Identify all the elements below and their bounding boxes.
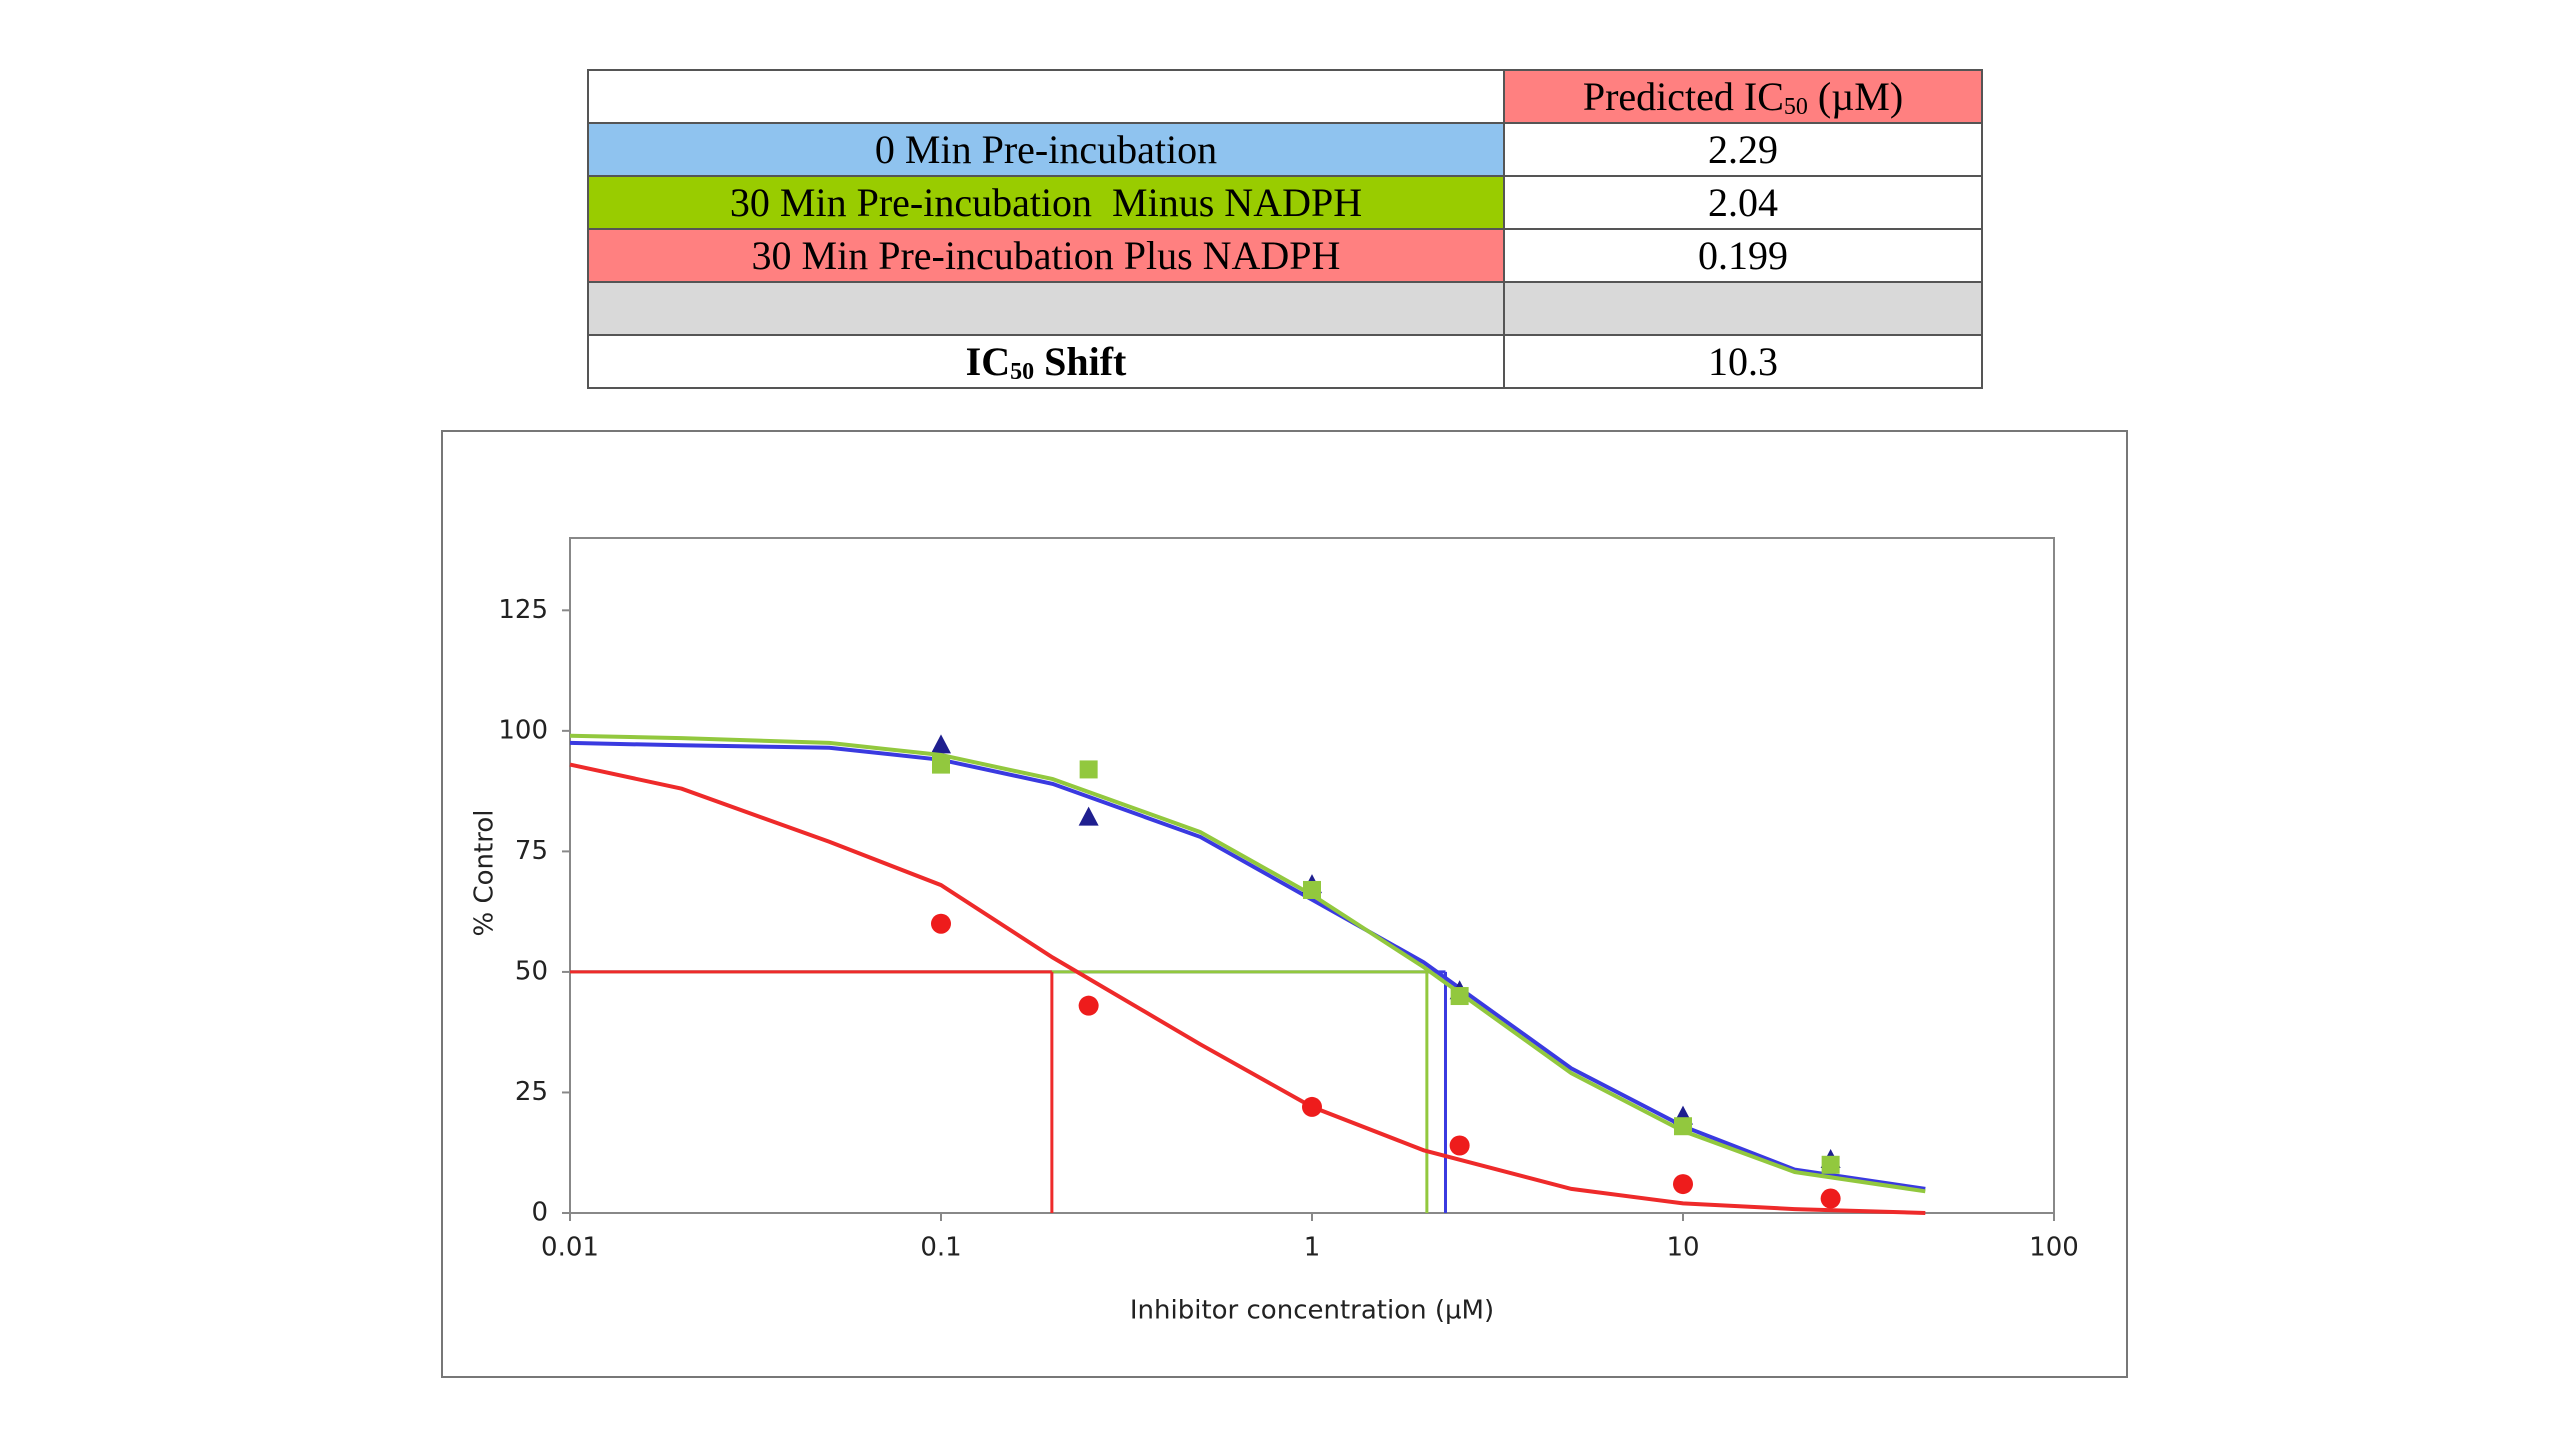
header-cell: Predicted IC50 (µM) (1503, 69, 1983, 124)
point (1820, 1188, 1841, 1209)
x-tick-label: 0.01 (541, 1233, 599, 1263)
row-value: 0.199 (1503, 228, 1983, 283)
row-value: 2.04 (1503, 175, 1983, 230)
point (932, 755, 950, 774)
header-text: Predicted IC (1582, 74, 1784, 119)
ic50-table: Predicted IC50 (µM) 0 Min Pre-incubation… (587, 69, 1983, 389)
point (1078, 995, 1099, 1016)
shift-row: IC50 Shift 10.3 (587, 334, 1983, 389)
y-tick-label: 100 (498, 715, 548, 745)
row: 0 Min Pre-incubation 2.29 (587, 122, 1983, 177)
row: 30 Min Pre-incubation Plus NADPH 0.199 (587, 228, 1983, 283)
y-tick-label: 50 (515, 956, 548, 986)
y-axis-label: % Control (470, 810, 500, 937)
header-after: (µM) (1807, 74, 1904, 119)
x-tick-label: 1 (1304, 1233, 1321, 1263)
shift-value: 10.3 (1503, 334, 1983, 389)
shift-text: IC (965, 339, 1011, 384)
point (1673, 1174, 1693, 1195)
point (1079, 760, 1098, 779)
header-row: Predicted IC50 (µM) (587, 69, 1983, 124)
shift-label: IC50 Shift (587, 334, 1505, 389)
row-label: 30 Min Pre-incubation Plus NADPH (587, 228, 1505, 283)
point (1674, 1117, 1692, 1136)
y-tick-label: 0 (531, 1198, 548, 1228)
x-axis-label: Inhibitor concentration (µM) (1130, 1296, 1494, 1326)
chart-frame (441, 430, 2128, 1378)
x-tick-label: 100 (2029, 1233, 2079, 1263)
row-label: 30 Min Pre-incubation Minus NADPH (587, 175, 1505, 230)
spacer-cell (1503, 281, 1983, 336)
point (1302, 1096, 1322, 1117)
row-label: 0 Min Pre-incubation (587, 122, 1505, 177)
y-tick-label: 25 (515, 1077, 548, 1107)
row: 30 Min Pre-incubation Minus NADPH 2.04 (587, 175, 1983, 230)
point (1078, 806, 1099, 826)
spacer-cell (587, 281, 1505, 336)
y-tick-label: 75 (515, 836, 548, 866)
point (931, 913, 951, 934)
x-tick-label: 10 (1666, 1233, 1699, 1263)
point (931, 734, 951, 754)
y-tick-label: 125 (498, 595, 548, 625)
point (1303, 880, 1321, 899)
shift-sub: 50 (1010, 359, 1035, 385)
empty-cell (587, 69, 1505, 124)
shift-after: Shift (1034, 339, 1127, 384)
point (1821, 1155, 1840, 1174)
point (1450, 987, 1469, 1006)
row-value: 2.29 (1503, 122, 1983, 177)
point (1449, 1135, 1470, 1156)
spacer-row (587, 281, 1983, 336)
fit-curve (569, 740, 1926, 1191)
fit-curve (569, 733, 1926, 1194)
fit-curve (569, 762, 1926, 1215)
x-tick-label: 0.1 (920, 1233, 961, 1263)
header-sub: 50 (1783, 94, 1808, 120)
